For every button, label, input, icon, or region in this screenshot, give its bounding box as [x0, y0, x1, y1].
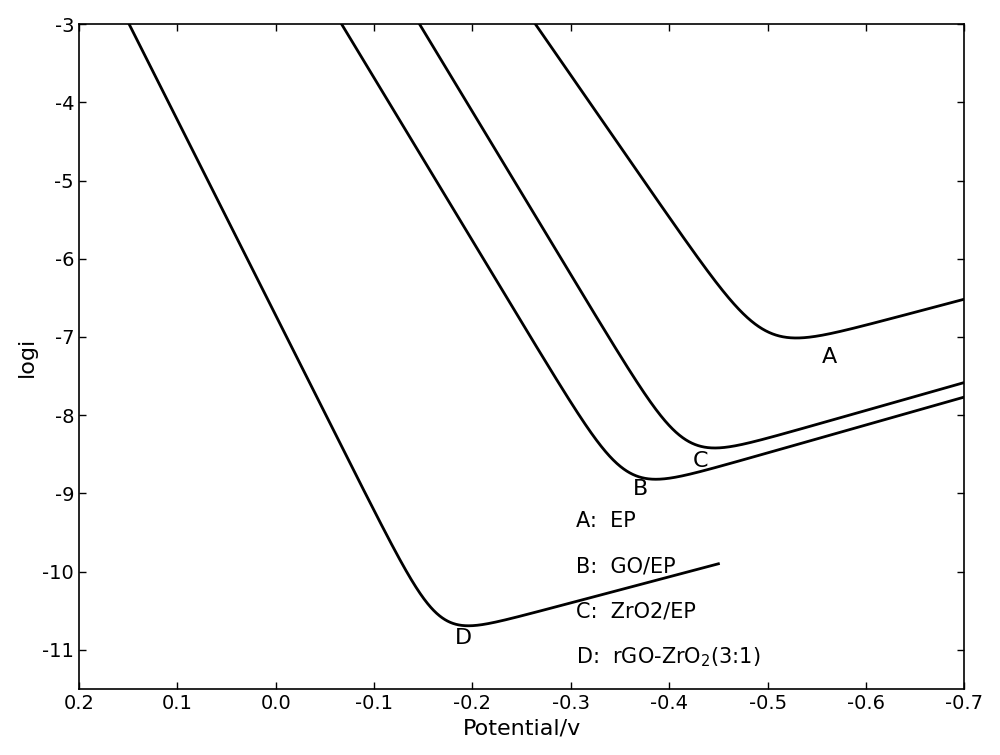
Text: A: A — [822, 347, 837, 366]
X-axis label: Potential/v: Potential/v — [463, 718, 581, 738]
Text: D: D — [455, 628, 472, 648]
Text: D:  rGO-ZrO$_2$(3:1): D: rGO-ZrO$_2$(3:1) — [576, 645, 760, 669]
Text: B:  GO/EP: B: GO/EP — [576, 556, 675, 576]
Text: B: B — [633, 479, 648, 500]
Text: C: C — [693, 451, 708, 470]
Text: A:  EP: A: EP — [576, 511, 636, 531]
Text: C:  ZrO2/EP: C: ZrO2/EP — [576, 602, 696, 621]
Y-axis label: logi: logi — [17, 337, 37, 377]
